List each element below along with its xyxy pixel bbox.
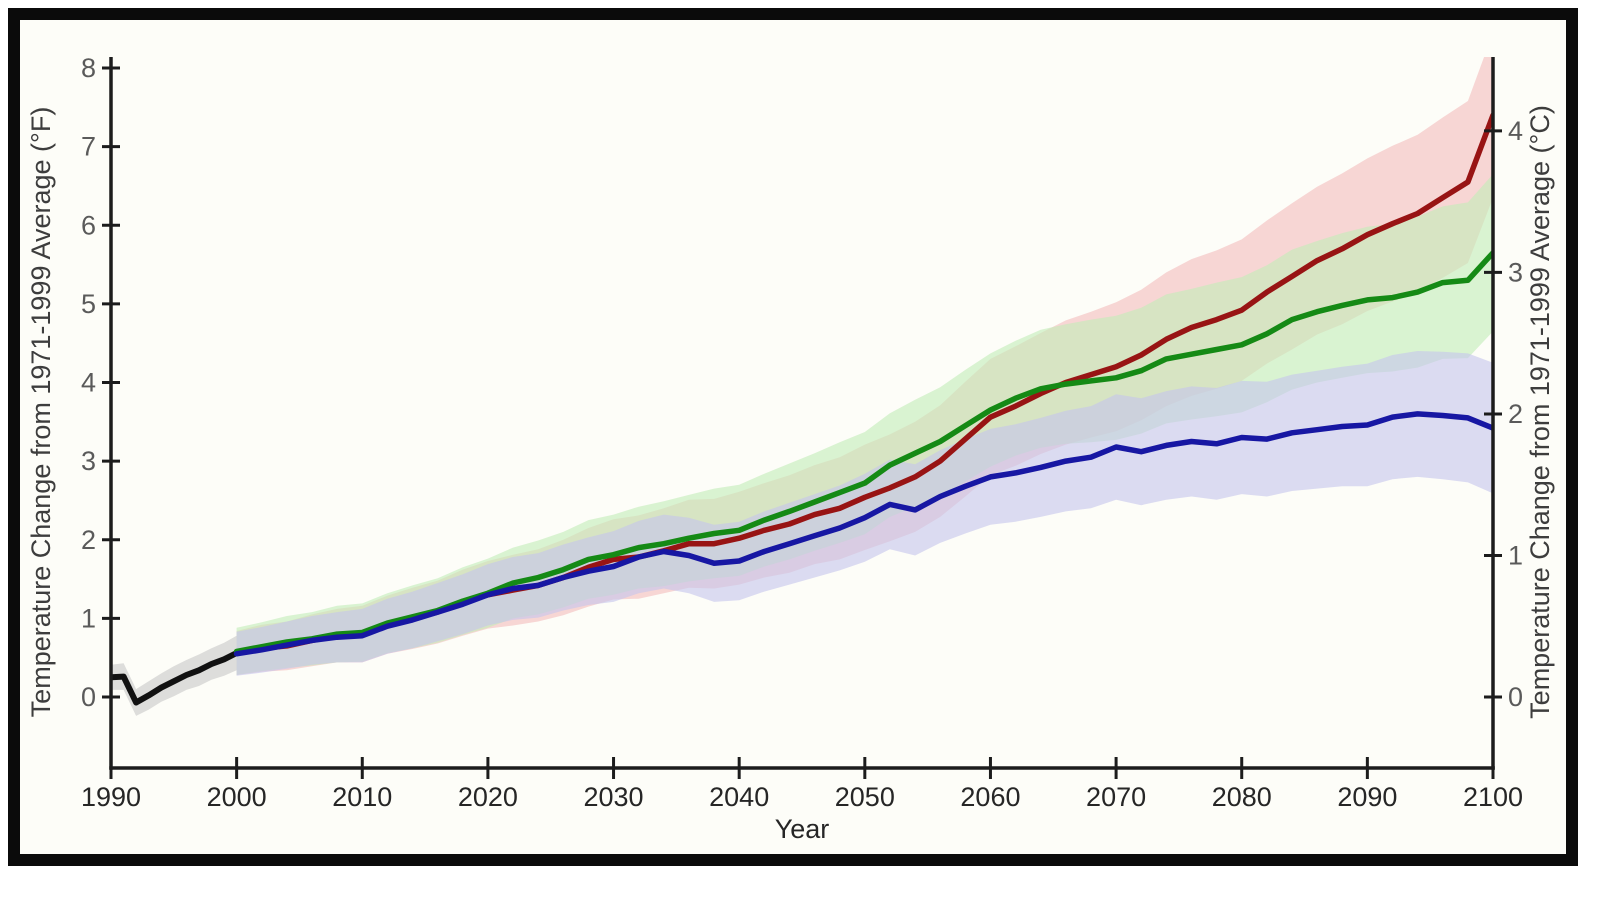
y-axis-left-tick-label: 7	[81, 132, 96, 162]
y-axis-left-tick-label: 3	[81, 446, 96, 476]
y-axis-left-tick-label: 4	[81, 368, 96, 398]
x-axis-tick-label: 2010	[332, 782, 392, 812]
x-axis-tick-label: 2030	[584, 782, 644, 812]
y-axis-left-title: Temperature Change from 1971-1999 Averag…	[26, 107, 56, 718]
x-axis-tick-label: 2070	[1086, 782, 1146, 812]
y-axis-right-tick-label: 3	[1508, 257, 1523, 287]
y-axis-left-tick-label: 0	[81, 682, 96, 712]
x-axis-tick-label: 2000	[207, 782, 267, 812]
x-axis-tick-label: 2100	[1463, 782, 1523, 812]
observed-historical-band	[111, 635, 237, 716]
y-axis-right: 0 1 2 3 4	[1484, 57, 1523, 770]
y-axis-right-tick-label: 1	[1508, 540, 1523, 570]
x-axis-tick-label: 2040	[709, 782, 769, 812]
x-axis-tick-label: 2090	[1337, 782, 1397, 812]
y-axis-left-tick-label: 5	[81, 289, 96, 319]
y-axis-left-tick-label: 1	[81, 603, 96, 633]
y-axis-left-tick-label: 8	[81, 53, 96, 83]
x-axis-title: Year	[775, 814, 830, 844]
uncertainty-bands	[111, 57, 1493, 716]
y-axis-right-title: Temperature Change from 1971-1999 Averag…	[1525, 105, 1555, 719]
y-axis-right-tick-label: 4	[1508, 116, 1523, 146]
x-axis-tick-label: 2050	[835, 782, 895, 812]
y-axis-right-tick-label: 0	[1508, 682, 1523, 712]
x-axis-tick-label: 2080	[1212, 782, 1272, 812]
y-axis-left-tick-label: 6	[81, 210, 96, 240]
x-axis-tick-label: 1990	[81, 782, 141, 812]
y-axis-left: 0 1 2 3 4 5 6 7 8	[81, 53, 120, 770]
lower-emissions-projection-blue-band	[236, 351, 1493, 676]
scenario-lines	[111, 112, 1493, 706]
y-axis-right-tick-label: 2	[1508, 399, 1523, 429]
x-axis-tick-label: 2060	[960, 782, 1020, 812]
observed-historical-line	[111, 650, 240, 706]
y-axis-left-tick-label: 2	[81, 525, 96, 555]
x-axis-tick-label: 2020	[458, 782, 518, 812]
x-axis: 1990 2000 2010 2020 2030 2040 2050 2060 2070 2080…	[81, 757, 1523, 812]
lower-emissions-projection-blue-line	[233, 411, 1493, 657]
